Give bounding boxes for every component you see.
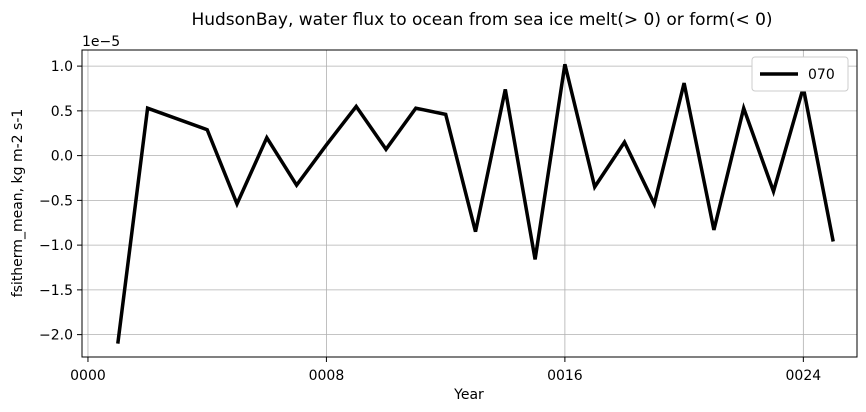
- series-layer: [116, 63, 835, 344]
- y-tick-label: −1.0: [39, 238, 73, 254]
- y-axis-label: fsitherm_mean, kg m-2 s-1: [10, 109, 26, 298]
- x-tick-label: 0008: [309, 368, 345, 384]
- y-tick-label: 0.0: [51, 149, 73, 165]
- y-tick-label: −1.5: [39, 283, 73, 299]
- x-axis-label: Year: [453, 387, 484, 403]
- grid: [82, 50, 857, 357]
- y-multiplier-label: 1e−5: [82, 34, 120, 50]
- plot-frame: [81, 49, 858, 358]
- legend-label: 070: [808, 67, 835, 83]
- chart-title: HudsonBay, water flux to ocean from sea …: [191, 10, 772, 30]
- ticks: 0000 0008 0016 0024 −2.0 −1.5 −1.0 −0.5 0.0 0.5 1.…: [39, 59, 821, 384]
- x-tick-label: 0000: [70, 368, 106, 384]
- x-tick-label: 0024: [786, 368, 822, 384]
- legend: 070: [751, 56, 849, 92]
- x-tick-label: 0016: [547, 368, 583, 384]
- y-tick-label: −2.0: [39, 328, 73, 344]
- series-line: [116, 63, 835, 344]
- y-tick-label: 1.0: [51, 59, 73, 75]
- y-tick-label: −0.5: [39, 193, 73, 209]
- legend-box: [751, 56, 849, 92]
- y-tick-label: 0.5: [51, 104, 73, 120]
